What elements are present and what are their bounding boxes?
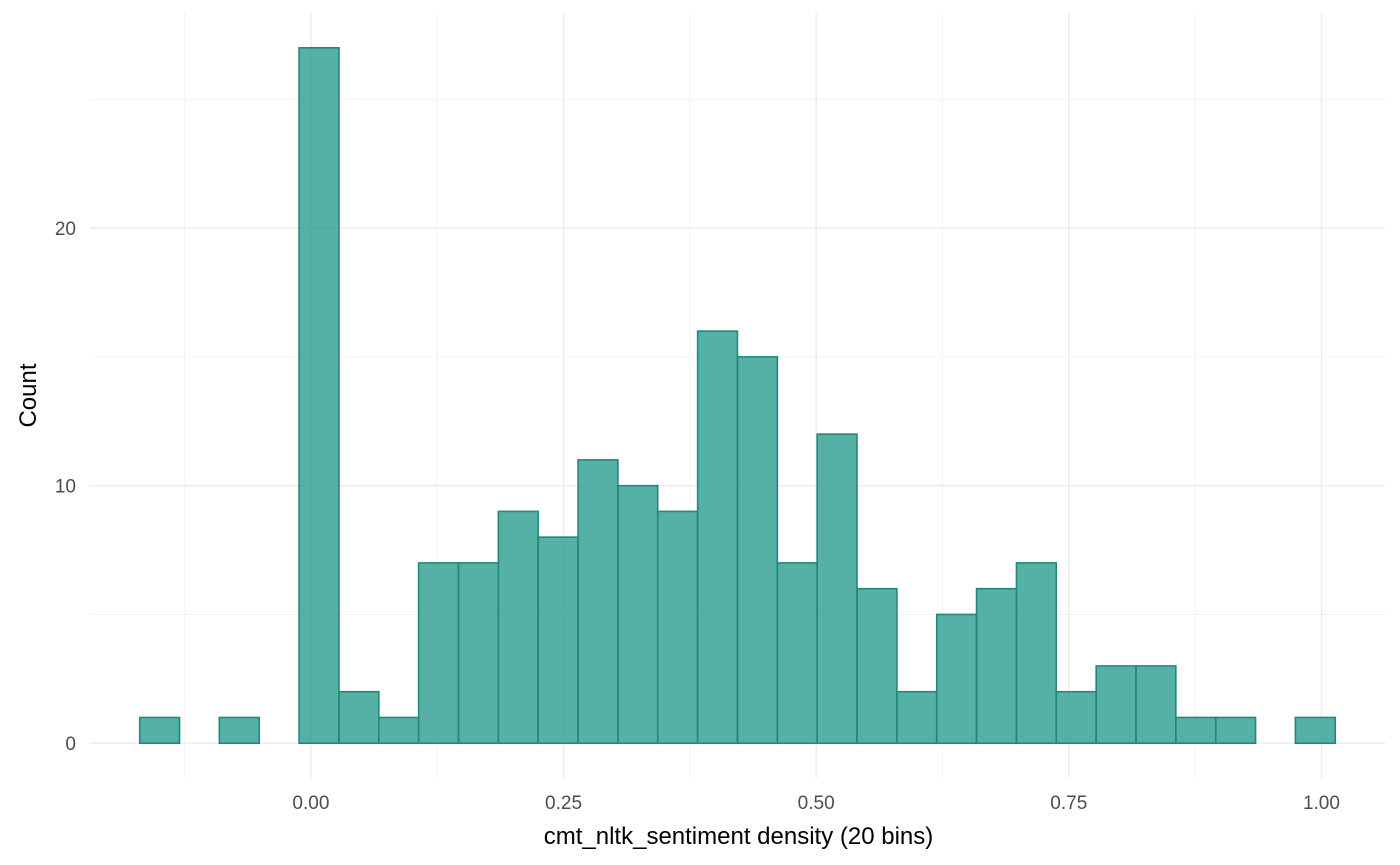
histogram-bar-12 — [617, 484, 659, 745]
x-tick-label-3: 0.75 — [1050, 793, 1087, 814]
histogram-bars — [138, 46, 1337, 745]
histogram-bar-26 — [1175, 716, 1217, 745]
y-axis-tick-labels: 0 10 20 — [55, 219, 76, 755]
x-tick-label-1: 0.25 — [545, 793, 582, 814]
histogram-bar-21 — [975, 587, 1018, 745]
histogram-bar-24 — [1095, 665, 1137, 745]
histogram-bar-27 — [1214, 716, 1257, 745]
histogram-bar-16 — [776, 562, 818, 745]
y-tick-label-2: 20 — [55, 219, 76, 240]
y-tick-label-0: 0 — [65, 734, 76, 755]
histogram-bar-8 — [457, 562, 500, 745]
x-tick-label-2: 0.50 — [798, 793, 835, 814]
y-tick-label-1: 10 — [55, 477, 76, 498]
histogram-bar-11 — [577, 459, 619, 745]
histogram-bar-5 — [338, 690, 380, 745]
histogram-bar-19 — [896, 690, 938, 745]
histogram-bar-0 — [138, 716, 181, 745]
x-axis-tick-labels: 0.00 0.25 0.50 0.75 1.00 — [292, 793, 1340, 814]
histogram-bar-10 — [537, 536, 579, 745]
histogram-bar-13 — [656, 510, 699, 745]
histogram-bar-22 — [1015, 562, 1058, 745]
histogram-bar-29 — [1294, 716, 1337, 745]
histogram-bar-14 — [696, 330, 739, 745]
x-axis-title: cmt_nltk_sentiment density (20 bins) — [544, 823, 934, 850]
histogram-bar-20 — [935, 613, 978, 745]
y-axis-title: Count — [15, 363, 42, 427]
histogram-bar-17 — [816, 433, 858, 745]
histogram-bar-25 — [1135, 665, 1177, 745]
histogram-bar-15 — [736, 356, 779, 745]
histogram-bar-2 — [218, 716, 261, 745]
histogram-bar-7 — [417, 562, 460, 745]
x-tick-label-4: 1.00 — [1303, 793, 1340, 814]
histogram-bar-18 — [856, 587, 898, 745]
x-tick-label-0: 0.00 — [292, 793, 329, 814]
histogram-bar-23 — [1055, 690, 1097, 745]
histogram-bar-6 — [378, 716, 420, 745]
histogram-bar-4 — [298, 46, 340, 745]
histogram-bar-9 — [497, 510, 539, 745]
